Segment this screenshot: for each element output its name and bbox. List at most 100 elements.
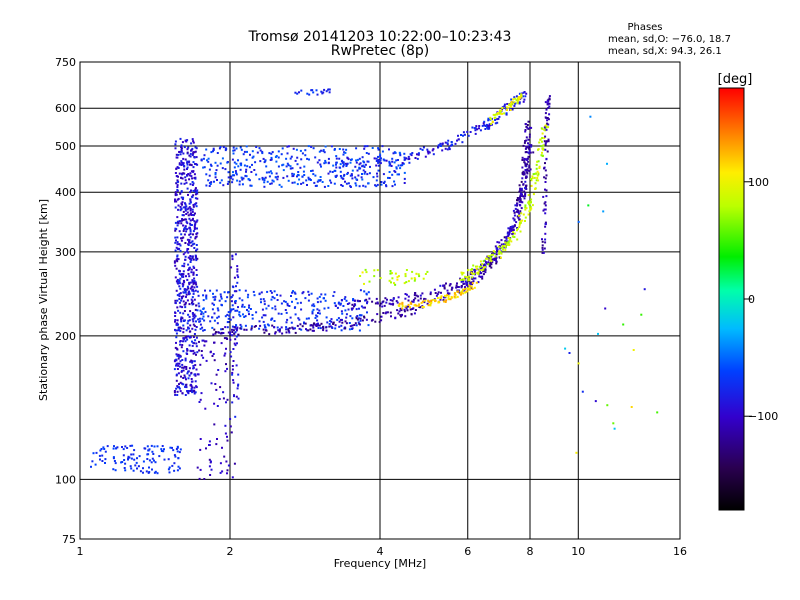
- echo-point: [234, 344, 237, 347]
- echo-point: [193, 228, 196, 231]
- echo-point: [237, 397, 240, 400]
- echo-point: [441, 143, 444, 146]
- echo-point: [231, 331, 234, 333]
- echo-point: [537, 148, 539, 151]
- echo-point: [175, 175, 178, 178]
- echo-point: [298, 178, 301, 181]
- echo-point: [522, 183, 525, 186]
- echo-point: [419, 297, 422, 300]
- echo-point: [395, 159, 398, 162]
- echo-point: [192, 194, 195, 197]
- echo-point: [544, 181, 547, 183]
- echo-point: [192, 323, 195, 326]
- echo-point: [288, 305, 291, 307]
- echo-point: [325, 329, 328, 332]
- echo-point: [472, 280, 475, 283]
- echo-point: [464, 275, 466, 278]
- echo-point: [219, 386, 222, 389]
- echo-point: [182, 218, 185, 221]
- echo-point: [281, 147, 284, 150]
- echo-point: [203, 478, 206, 480]
- echo-point: [285, 326, 288, 329]
- echo-point: [400, 164, 402, 167]
- echo-point: [503, 105, 506, 107]
- echo-point: [224, 149, 227, 152]
- echo-point: [243, 306, 246, 308]
- echo-point: [232, 308, 235, 311]
- echo-point: [182, 172, 185, 175]
- echo-point: [469, 285, 472, 288]
- echo-point: [286, 304, 289, 307]
- echo-point: [509, 109, 512, 111]
- echo-point: [190, 378, 193, 380]
- echo-point: [263, 179, 266, 182]
- echo-point: [323, 151, 326, 154]
- echo-point: [227, 317, 230, 320]
- echo-point: [323, 162, 326, 165]
- echo-point: [245, 158, 248, 161]
- echo-point: [307, 178, 310, 181]
- echo-point: [318, 309, 321, 312]
- echo-point: [186, 348, 189, 350]
- echo-point: [268, 152, 271, 155]
- echo-point: [431, 149, 434, 152]
- echo-point: [234, 338, 237, 341]
- echo-point: [412, 307, 415, 310]
- echo-point: [245, 175, 248, 178]
- echo-point: [380, 319, 383, 322]
- echo-point: [98, 454, 101, 457]
- echo-point: [471, 282, 474, 285]
- echo-point: [496, 118, 499, 121]
- echo-point: [205, 148, 208, 151]
- echo-point: [210, 460, 212, 463]
- echo-point: [182, 295, 185, 298]
- echo-point: [234, 309, 237, 312]
- echo-point: [482, 122, 485, 125]
- echo-point: [520, 180, 523, 183]
- echo-point: [447, 298, 450, 301]
- echo-point: [226, 321, 229, 324]
- echo-point: [216, 438, 218, 440]
- echo-point: [115, 447, 118, 450]
- echo-point: [507, 103, 510, 106]
- echo-point: [190, 359, 193, 362]
- echo-point: [532, 151, 535, 154]
- echo-point: [538, 165, 541, 168]
- echo-point: [388, 279, 391, 282]
- echo-point: [333, 302, 336, 305]
- echo-point: [499, 256, 502, 259]
- echo-point: [306, 92, 309, 95]
- echo-point: [179, 340, 182, 342]
- echo-point: [200, 392, 203, 395]
- echo-point: [484, 128, 487, 130]
- echo-point: [325, 316, 328, 319]
- echo-point: [189, 198, 192, 201]
- echo-point: [173, 360, 176, 363]
- echo-point: [179, 343, 182, 346]
- echo-point: [174, 312, 177, 314]
- echo-point: [290, 321, 293, 324]
- echo-point: [266, 180, 269, 183]
- echo-point: [195, 257, 198, 260]
- echo-point: [312, 147, 315, 150]
- echo-point: [403, 156, 406, 159]
- echo-point: [192, 233, 194, 236]
- echo-point: [186, 278, 189, 281]
- echo-point: [189, 287, 192, 290]
- echo-point: [235, 324, 238, 327]
- echo-point: [363, 147, 366, 150]
- echo-point: [189, 183, 192, 186]
- echo-point: [358, 157, 361, 160]
- echo-point: [221, 167, 224, 170]
- echo-point: [503, 103, 506, 106]
- echo-point: [193, 389, 196, 392]
- echo-point: [168, 466, 171, 469]
- echo-point: [182, 275, 185, 278]
- echo-point: [190, 241, 193, 244]
- echo-point: [409, 153, 412, 156]
- echo-point: [237, 333, 240, 336]
- echo-point: [445, 282, 447, 285]
- echo-point: [383, 180, 386, 183]
- echo-point: [233, 332, 236, 335]
- echo-point: [460, 286, 463, 289]
